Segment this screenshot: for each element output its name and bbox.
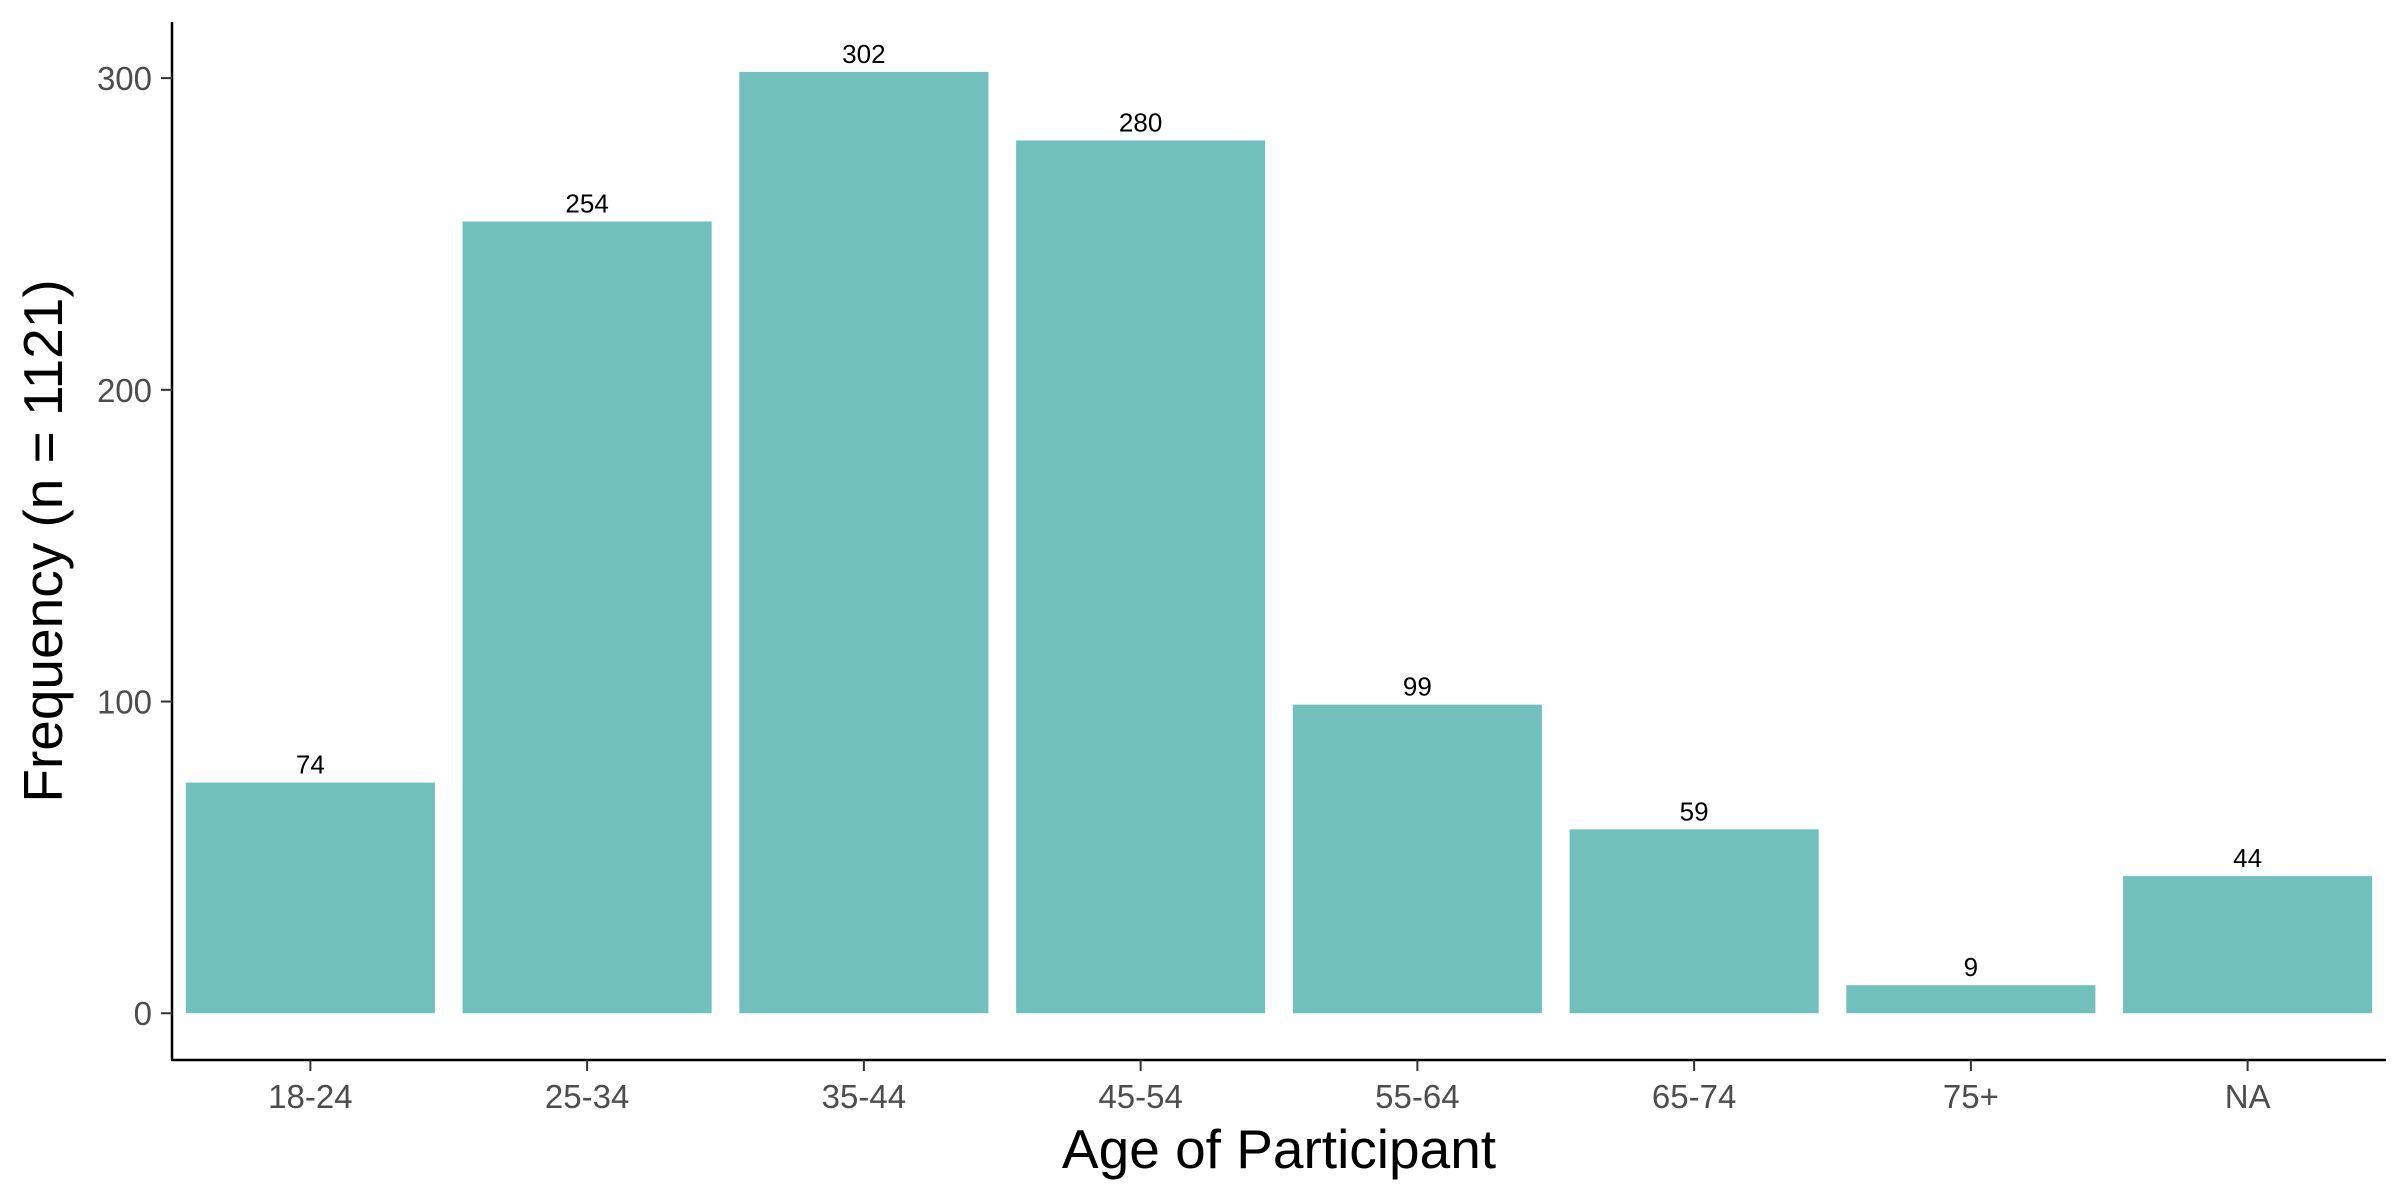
data-label-75+: 9: [1964, 952, 1978, 982]
x-tick-label-55-64: 55-64: [1375, 1078, 1459, 1115]
x-tick-label-65-74: 65-74: [1652, 1078, 1736, 1115]
x-axis-title: Age of Participant: [1062, 1118, 1496, 1180]
data-labels-layer: 74 254 302 280 99 59 9 44: [296, 39, 2262, 982]
x-tick-label-NA: NA: [2225, 1078, 2271, 1115]
y-tick-label-100: 100: [97, 684, 152, 721]
y-axis-title: Frequency (n = 1121): [12, 279, 74, 802]
data-label-45-54: 280: [1119, 107, 1162, 137]
data-label-NA: 44: [2233, 843, 2262, 873]
data-label-65-74: 59: [1680, 796, 1709, 826]
data-label-55-64: 99: [1403, 672, 1432, 702]
x-tick-label-25-34: 25-34: [545, 1078, 629, 1115]
x-tick-label-35-44: 35-44: [822, 1078, 906, 1115]
bar-45-54: [1016, 140, 1266, 1014]
axes-layer: [170, 22, 2386, 1062]
y-tick-label-200: 200: [97, 372, 152, 409]
bar-75+: [1846, 985, 2096, 1014]
bar-NA: [2123, 876, 2373, 1014]
bar-55-64: [1292, 704, 1542, 1014]
y-tick-label-0: 0: [134, 995, 152, 1032]
bar-65-74: [1569, 829, 1819, 1014]
bar-18-24: [185, 782, 435, 1014]
x-tick-label-45-54: 45-54: [1098, 1078, 1182, 1115]
data-label-18-24: 74: [296, 750, 325, 780]
bar-35-44: [739, 71, 989, 1014]
x-tick-label-75+: 75+: [1943, 1078, 1999, 1115]
bar-25-34: [462, 221, 712, 1014]
x-ticks-layer: 18-24 25-34 35-44 45-54 55-64 65-74 75+ NA: [268, 1060, 2271, 1115]
y-ticks-layer: 0 100 200 300: [97, 60, 172, 1032]
bars-layer: [185, 71, 2373, 1014]
y-tick-label-300: 300: [97, 60, 152, 97]
data-label-35-44: 302: [842, 39, 885, 69]
data-label-25-34: 254: [565, 188, 608, 218]
x-tick-label-18-24: 18-24: [268, 1078, 352, 1115]
